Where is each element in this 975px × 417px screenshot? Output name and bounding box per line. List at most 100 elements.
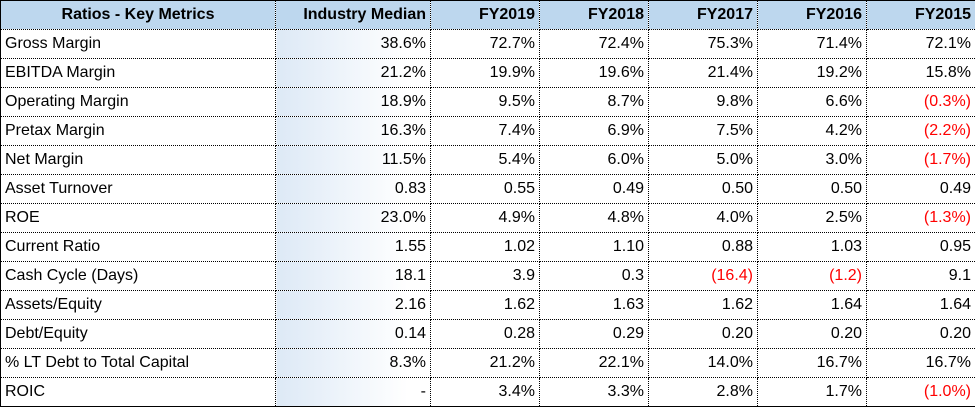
column-header-industry-median: Industry Median [275,0,431,30]
fy2017-value-cell: 7.5% [648,116,758,146]
table-row: Net Margin 11.5% 5.4% 6.0% 5.0% 3.0% (1.7%) [0,145,975,175]
fy2018-value-cell: 0.3 [539,261,649,291]
column-header-fy2017: FY2017 [648,0,758,30]
table-row: ROE 23.0% 4.9% 4.8% 4.0% 2.5% (1.3%) [0,203,975,233]
fy2017-value-cell: 2.8% [648,377,758,407]
industry-median-cell: 1.55 [275,232,431,262]
fy2015-value-cell: 72.1% [866,29,975,59]
fy2018-value-cell: 0.49 [539,174,649,204]
column-header-fy2019: FY2019 [430,0,540,30]
metric-name-cell: Current Ratio [0,232,276,262]
fy2018-value-cell: 6.9% [539,116,649,146]
fy2016-value-cell: (1.2) [757,261,867,291]
industry-median-cell: 16.3% [275,116,431,146]
fy2017-value-cell: 14.0% [648,348,758,378]
metric-name-cell: Operating Margin [0,87,276,117]
fy2016-value-cell: 3.0% [757,145,867,175]
table-body: Gross Margin 38.6% 72.7% 72.4% 75.3% 71.4% 72.… [0,29,975,407]
fy2016-value-cell: 0.20 [757,319,867,349]
fy2018-value-cell: 4.8% [539,203,649,233]
fy2017-value-cell: 4.0% [648,203,758,233]
table-row: Current Ratio 1.55 1.02 1.10 0.88 1.03 0.95 [0,232,975,262]
industry-median-cell: 38.6% [275,29,431,59]
fy2015-value-cell: (1.7%) [866,145,975,175]
table-row: EBITDA Margin 21.2% 19.9% 19.6% 21.4% 19.2% 15… [0,58,975,88]
fy2017-value-cell: (16.4) [648,261,758,291]
industry-median-cell: 18.1 [275,261,431,291]
fy2018-value-cell: 19.6% [539,58,649,88]
fy2016-value-cell: 1.03 [757,232,867,262]
fy2019-value-cell: 3.4% [430,377,540,407]
metric-name-cell: Debt/Equity [0,319,276,349]
table-row: Pretax Margin 16.3% 7.4% 6.9% 7.5% 4.2% (2.2%) [0,116,975,146]
fy2019-value-cell: 5.4% [430,145,540,175]
industry-median-cell: 8.3% [275,348,431,378]
fy2018-value-cell: 0.29 [539,319,649,349]
metric-name-cell: % LT Debt to Total Capital [0,348,276,378]
fy2015-value-cell: 15.8% [866,58,975,88]
fy2015-value-cell: 0.49 [866,174,975,204]
fy2015-value-cell: 0.20 [866,319,975,349]
fy2018-value-cell: 1.10 [539,232,649,262]
table-row: Cash Cycle (Days) 18.1 3.9 0.3 (16.4) (1.2) 9.… [0,261,975,291]
fy2017-value-cell: 9.8% [648,87,758,117]
fy2016-value-cell: 0.50 [757,174,867,204]
fy2015-value-cell: 16.7% [866,348,975,378]
industry-median-cell: 11.5% [275,145,431,175]
industry-median-cell: 0.83 [275,174,431,204]
metric-name-cell: Pretax Margin [0,116,276,146]
table-row: Debt/Equity 0.14 0.28 0.29 0.20 0.20 0.20 [0,319,975,349]
fy2016-value-cell: 6.6% [757,87,867,117]
table-row: % LT Debt to Total Capital 8.3% 21.2% 22.1%… [0,348,975,378]
fy2019-value-cell: 72.7% [430,29,540,59]
fy2016-value-cell: 71.4% [757,29,867,59]
industry-median-cell: 2.16 [275,290,431,320]
fy2015-value-cell: (2.2%) [866,116,975,146]
header-row: Ratios - Key Metrics Industry Median FY2… [0,0,975,30]
fy2019-value-cell: 21.2% [430,348,540,378]
fy2016-value-cell: 2.5% [757,203,867,233]
fy2017-value-cell: 0.20 [648,319,758,349]
fy2018-value-cell: 6.0% [539,145,649,175]
fy2017-value-cell: 0.50 [648,174,758,204]
table-row: ROIC -3.4% 3.3% 2.8% 1.7% (1.0%) [0,377,975,407]
fy2019-value-cell: 0.28 [430,319,540,349]
fy2018-value-cell: 8.7% [539,87,649,117]
metric-name-cell: Net Margin [0,145,276,175]
fy2019-value-cell: 9.5% [430,87,540,117]
industry-median-cell: - [275,377,431,407]
fy2016-value-cell: 19.2% [757,58,867,88]
fy2016-value-cell: 16.7% [757,348,867,378]
fy2015-value-cell: 1.64 [866,290,975,320]
fy2016-value-cell: 4.2% [757,116,867,146]
column-header-metric: Ratios - Key Metrics [0,0,276,30]
column-header-fy2018: FY2018 [539,0,649,30]
fy2016-value-cell: 1.7% [757,377,867,407]
metric-name-cell: ROE [0,203,276,233]
metric-name-cell: Assets/Equity [0,290,276,320]
metric-name-cell: Asset Turnover [0,174,276,204]
metric-name-cell: Gross Margin [0,29,276,59]
fy2019-value-cell: 4.9% [430,203,540,233]
fy2019-value-cell: 7.4% [430,116,540,146]
industry-median-cell: 0.14 [275,319,431,349]
column-header-fy2016: FY2016 [757,0,867,30]
fy2015-value-cell: (0.3%) [866,87,975,117]
fy2018-value-cell: 72.4% [539,29,649,59]
metric-name-cell: Cash Cycle (Days) [0,261,276,291]
fy2017-value-cell: 5.0% [648,145,758,175]
fy2018-value-cell: 22.1% [539,348,649,378]
fy2015-value-cell: (1.3%) [866,203,975,233]
key-metrics-table: Ratios - Key Metrics Industry Median FY2… [0,0,975,407]
fy2017-value-cell: 1.62 [648,290,758,320]
industry-median-cell: 18.9% [275,87,431,117]
table-row: Asset Turnover 0.83 0.55 0.49 0.50 0.50 0.49 [0,174,975,204]
fy2016-value-cell: 1.64 [757,290,867,320]
fy2015-value-cell: 0.95 [866,232,975,262]
fy2017-value-cell: 0.88 [648,232,758,262]
fy2018-value-cell: 3.3% [539,377,649,407]
fy2019-value-cell: 3.9 [430,261,540,291]
fy2019-value-cell: 19.9% [430,58,540,88]
fy2015-value-cell: (1.0%) [866,377,975,407]
fy2019-value-cell: 1.02 [430,232,540,262]
